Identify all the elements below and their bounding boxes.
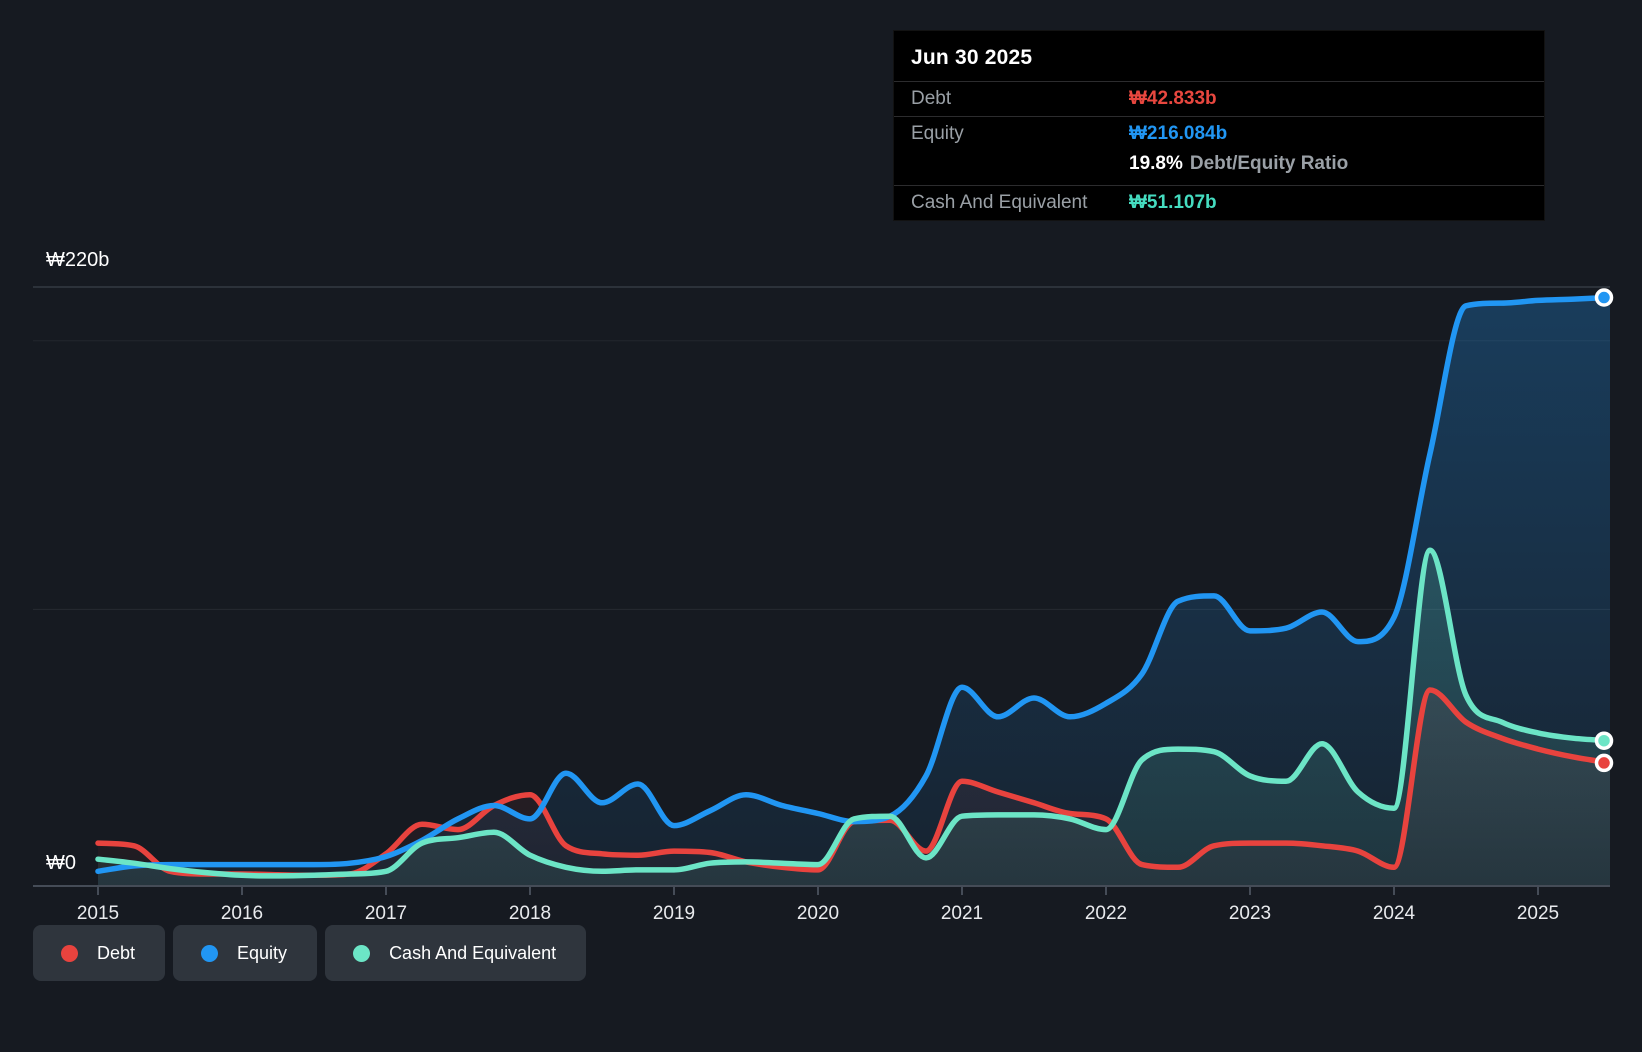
chart-legend: Debt Equity Cash And Equivalent [33,925,587,981]
legend-item-cash[interactable]: Cash And Equivalent [325,925,587,981]
tooltip-equity-label: Equity [911,123,964,144]
legend-debt-label: Debt [97,942,136,963]
x-tick-label-2015: 2015 [77,903,119,924]
equity-legend-dot-icon [201,944,219,962]
legend-item-equity[interactable]: Equity [173,925,318,981]
x-tick-label-2023: 2023 [1229,903,1271,924]
tooltip-row-cash: Cash And Equivalent ₩51.107b [894,185,1544,220]
x-tick-label-2024: 2024 [1373,903,1416,924]
x-tick-label-2018: 2018 [509,903,551,924]
tooltip-date: Jun 30 2025 [911,46,1033,69]
tooltip-equity-value: ₩216.084b [1129,123,1228,144]
y-axis-max-label: ₩220b [46,249,109,271]
x-tick-label-2021: 2021 [941,903,983,924]
series-area-equity [98,297,1610,886]
tooltip-ratio-label: Debt/Equity Ratio [1189,153,1349,174]
tooltip-row-ratio: 19.8% Debt/Equity Ratio [894,151,1544,185]
cash-legend-dot-icon [353,944,371,962]
legend-cash-label: Cash And Equivalent [389,942,557,963]
series-area-cash [98,550,1610,886]
y-axis-zero-label: ₩0 [46,852,76,874]
last-point-marker-equity[interactable] [1594,288,1614,307]
x-tick-label-2022: 2022 [1085,903,1127,924]
tooltip-row-equity: Equity ₩216.084b [894,116,1544,151]
x-tick-label-2025: 2025 [1517,903,1559,924]
chart-tooltip: Jun 30 2025 Debt ₩42.833b Equity ₩216.08… [893,30,1545,221]
x-tick-label-2017: 2017 [365,903,407,924]
last-point-marker-debt[interactable] [1594,753,1614,773]
tooltip-row-debt: Debt ₩42.833b [894,81,1544,116]
tooltip-cash-label: Cash And Equivalent [911,192,1088,213]
series-line-cash [95,547,1610,879]
legend-equity-label: Equity [237,942,288,963]
debt-legend-dot-icon [61,944,78,962]
tooltip-debt-value: ₩42.833b [1129,88,1217,109]
last-point-marker-cash[interactable] [1594,731,1614,750]
tooltip-ratio-value: 19.8% [1129,153,1183,174]
tooltip-cash-value: ₩51.107b [1129,192,1217,213]
series-line-equity [95,294,1610,875]
x-tick-label-2016: 2016 [221,903,263,924]
x-tick-label-2019: 2019 [653,903,695,924]
legend-item-debt[interactable]: Debt [33,925,166,981]
x-tick-label-2020: 2020 [797,903,839,924]
tooltip-debt-label: Debt [911,88,952,109]
